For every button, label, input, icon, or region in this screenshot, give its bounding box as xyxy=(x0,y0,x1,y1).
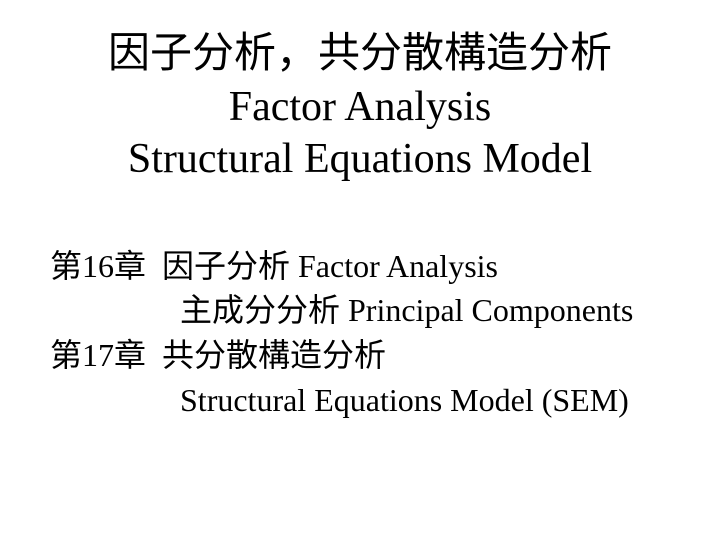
slide-title-block: 因子分析，共分散構造分析 Factor Analysis Structural … xyxy=(30,28,690,186)
slide-content-block: 第16章 因子分析 Factor Analysis 主成分分析 Principa… xyxy=(30,244,690,423)
content-line-1: 第16章 因子分析 Factor Analysis xyxy=(50,244,690,289)
content-line-2: 主成分分析 Principal Components xyxy=(50,288,690,333)
title-line-1: 因子分析，共分散構造分析 xyxy=(30,28,690,81)
title-line-2: Factor Analysis xyxy=(30,81,690,134)
content-line-3: 第17章 共分散構造分析 xyxy=(50,333,690,378)
title-line-3: Structural Equations Model xyxy=(30,133,690,186)
content-line-4: Structural Equations Model (SEM) xyxy=(50,378,690,423)
